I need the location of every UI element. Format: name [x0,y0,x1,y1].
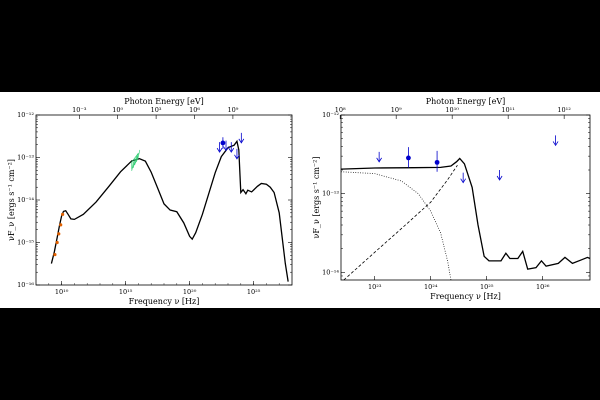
c1-x-tick-label: 10²⁶ [536,283,550,291]
c1-x-tick-label: 10²⁵ [480,283,494,291]
c1-y-axis-title: νF_ν [ergs s⁻¹ cm⁻²] [312,157,321,239]
c1-x2-tick-label: 10⁸ [335,106,346,114]
c1-series-solid-line [341,157,590,270]
c0-band-hatch [135,152,139,162]
c0-x-tick-label: 10¹⁰ [55,288,69,296]
c1-y-tick-label: 10⁻¹² [322,111,339,119]
c0-x-tick-label: 10²⁵ [247,288,261,296]
c0-upper-limit-arrowhead [223,146,229,152]
c0-upper-limit-arrowhead [238,138,245,144]
sed-chart-left: 10⁻¹⁶ 10⁻¹⁵ 10⁻¹⁴ 10⁻¹³ 10⁻¹² 10¹⁰ 10¹⁵ 10²⁰ 10²… [7,97,293,306]
c0-x2-tick-label: 10⁹ [227,106,238,114]
c0-band-hatch [134,155,138,165]
c1-upper-limit-arrowhead [496,175,503,181]
c0-band-hatch [131,161,135,171]
c1-upper-limit-arrowhead [460,178,467,184]
c0-x2-tick-label: 10⁰ [112,106,123,114]
c0-gamma-data-point [220,140,226,146]
c1-x2-axis-title: Photon Energy [eV] [426,97,506,106]
c0-radio-data-point [57,232,61,236]
c1-y-tick-label: 10⁻¹³ [322,190,339,198]
c0-y-tick-label: 10⁻¹⁶ [17,281,34,289]
c0-upper-limit-arrowhead [234,154,240,160]
figure-panel: 10⁻¹⁶ 10⁻¹⁵ 10⁻¹⁴ 10⁻¹³ 10⁻¹² 10¹⁰ 10¹⁵ 10²⁰ 10²… [0,92,600,308]
c0-upper-limit-arrowhead [228,147,235,153]
c0-radio-data-point [55,240,59,245]
c1-upper-limit-arrowhead [552,141,559,147]
c1-x2-tick-label: 10¹² [557,106,571,114]
c0-x-axis-title: Frequency ν [Hz] [129,297,200,306]
c0-y-axis-title: νF_ν [ergs s⁻¹ cm⁻²] [7,159,16,241]
c1-x-tick-label: 10²⁴ [424,283,438,291]
c1-x-axis-title: Frequency ν [Hz] [430,292,501,301]
c0-series-solid-line [50,139,289,282]
c0-x-tick-label: 10¹⁵ [119,288,133,296]
c1-x2-tick-label: 10¹⁰ [445,106,459,114]
c0-radio-data-point [53,252,57,257]
c0-upper-limit-arrowhead [216,147,223,153]
c1-plot-area [341,135,590,280]
c0-y-tick-label: 10⁻¹² [17,111,34,119]
c1-gamma-data-point [434,159,440,165]
c0-plot-frame [35,114,293,286]
c0-radio-data-point [61,212,65,216]
sed-chart-right: 10⁻¹⁴ 10⁻¹³ 10⁻¹² 10²³ 10²⁴ 10²⁵ 10²⁶ 10⁸ 10⁹ 10¹… [312,97,591,301]
c0-x2-tick-label: 10³ [151,106,162,114]
c1-y-tick-label: 10⁻¹⁴ [322,268,339,276]
c0-x2-tick-label: 10⁶ [189,106,200,114]
c0-y-tick-label: 10⁻¹³ [17,154,34,162]
c1-upper-limit-arrowhead [376,157,382,163]
c0-band-hatch [137,149,141,159]
c1-x-tick-label: 10²³ [368,283,382,291]
c1-series-dotted-line [341,171,452,280]
c0-y-tick-label: 10⁻¹⁵ [17,239,34,247]
c1-x2-tick-label: 10¹¹ [501,106,515,114]
c0-plot-area [50,132,289,282]
c1-gamma-data-point [406,155,411,161]
c1-x2-tick-label: 10⁹ [391,106,402,114]
c0-radio-data-point [59,223,63,227]
c0-x-tick-label: 10²⁰ [183,288,197,296]
c0-x2-axis-title: Photon Energy [eV] [124,97,204,106]
c1-series-dashed-line [343,164,458,280]
c0-x2-tick-label: 10⁻³ [72,106,87,114]
c0-band-hatch [132,158,136,168]
c0-y-tick-label: 10⁻¹⁴ [17,196,34,204]
c1-plot-frame [340,114,591,281]
